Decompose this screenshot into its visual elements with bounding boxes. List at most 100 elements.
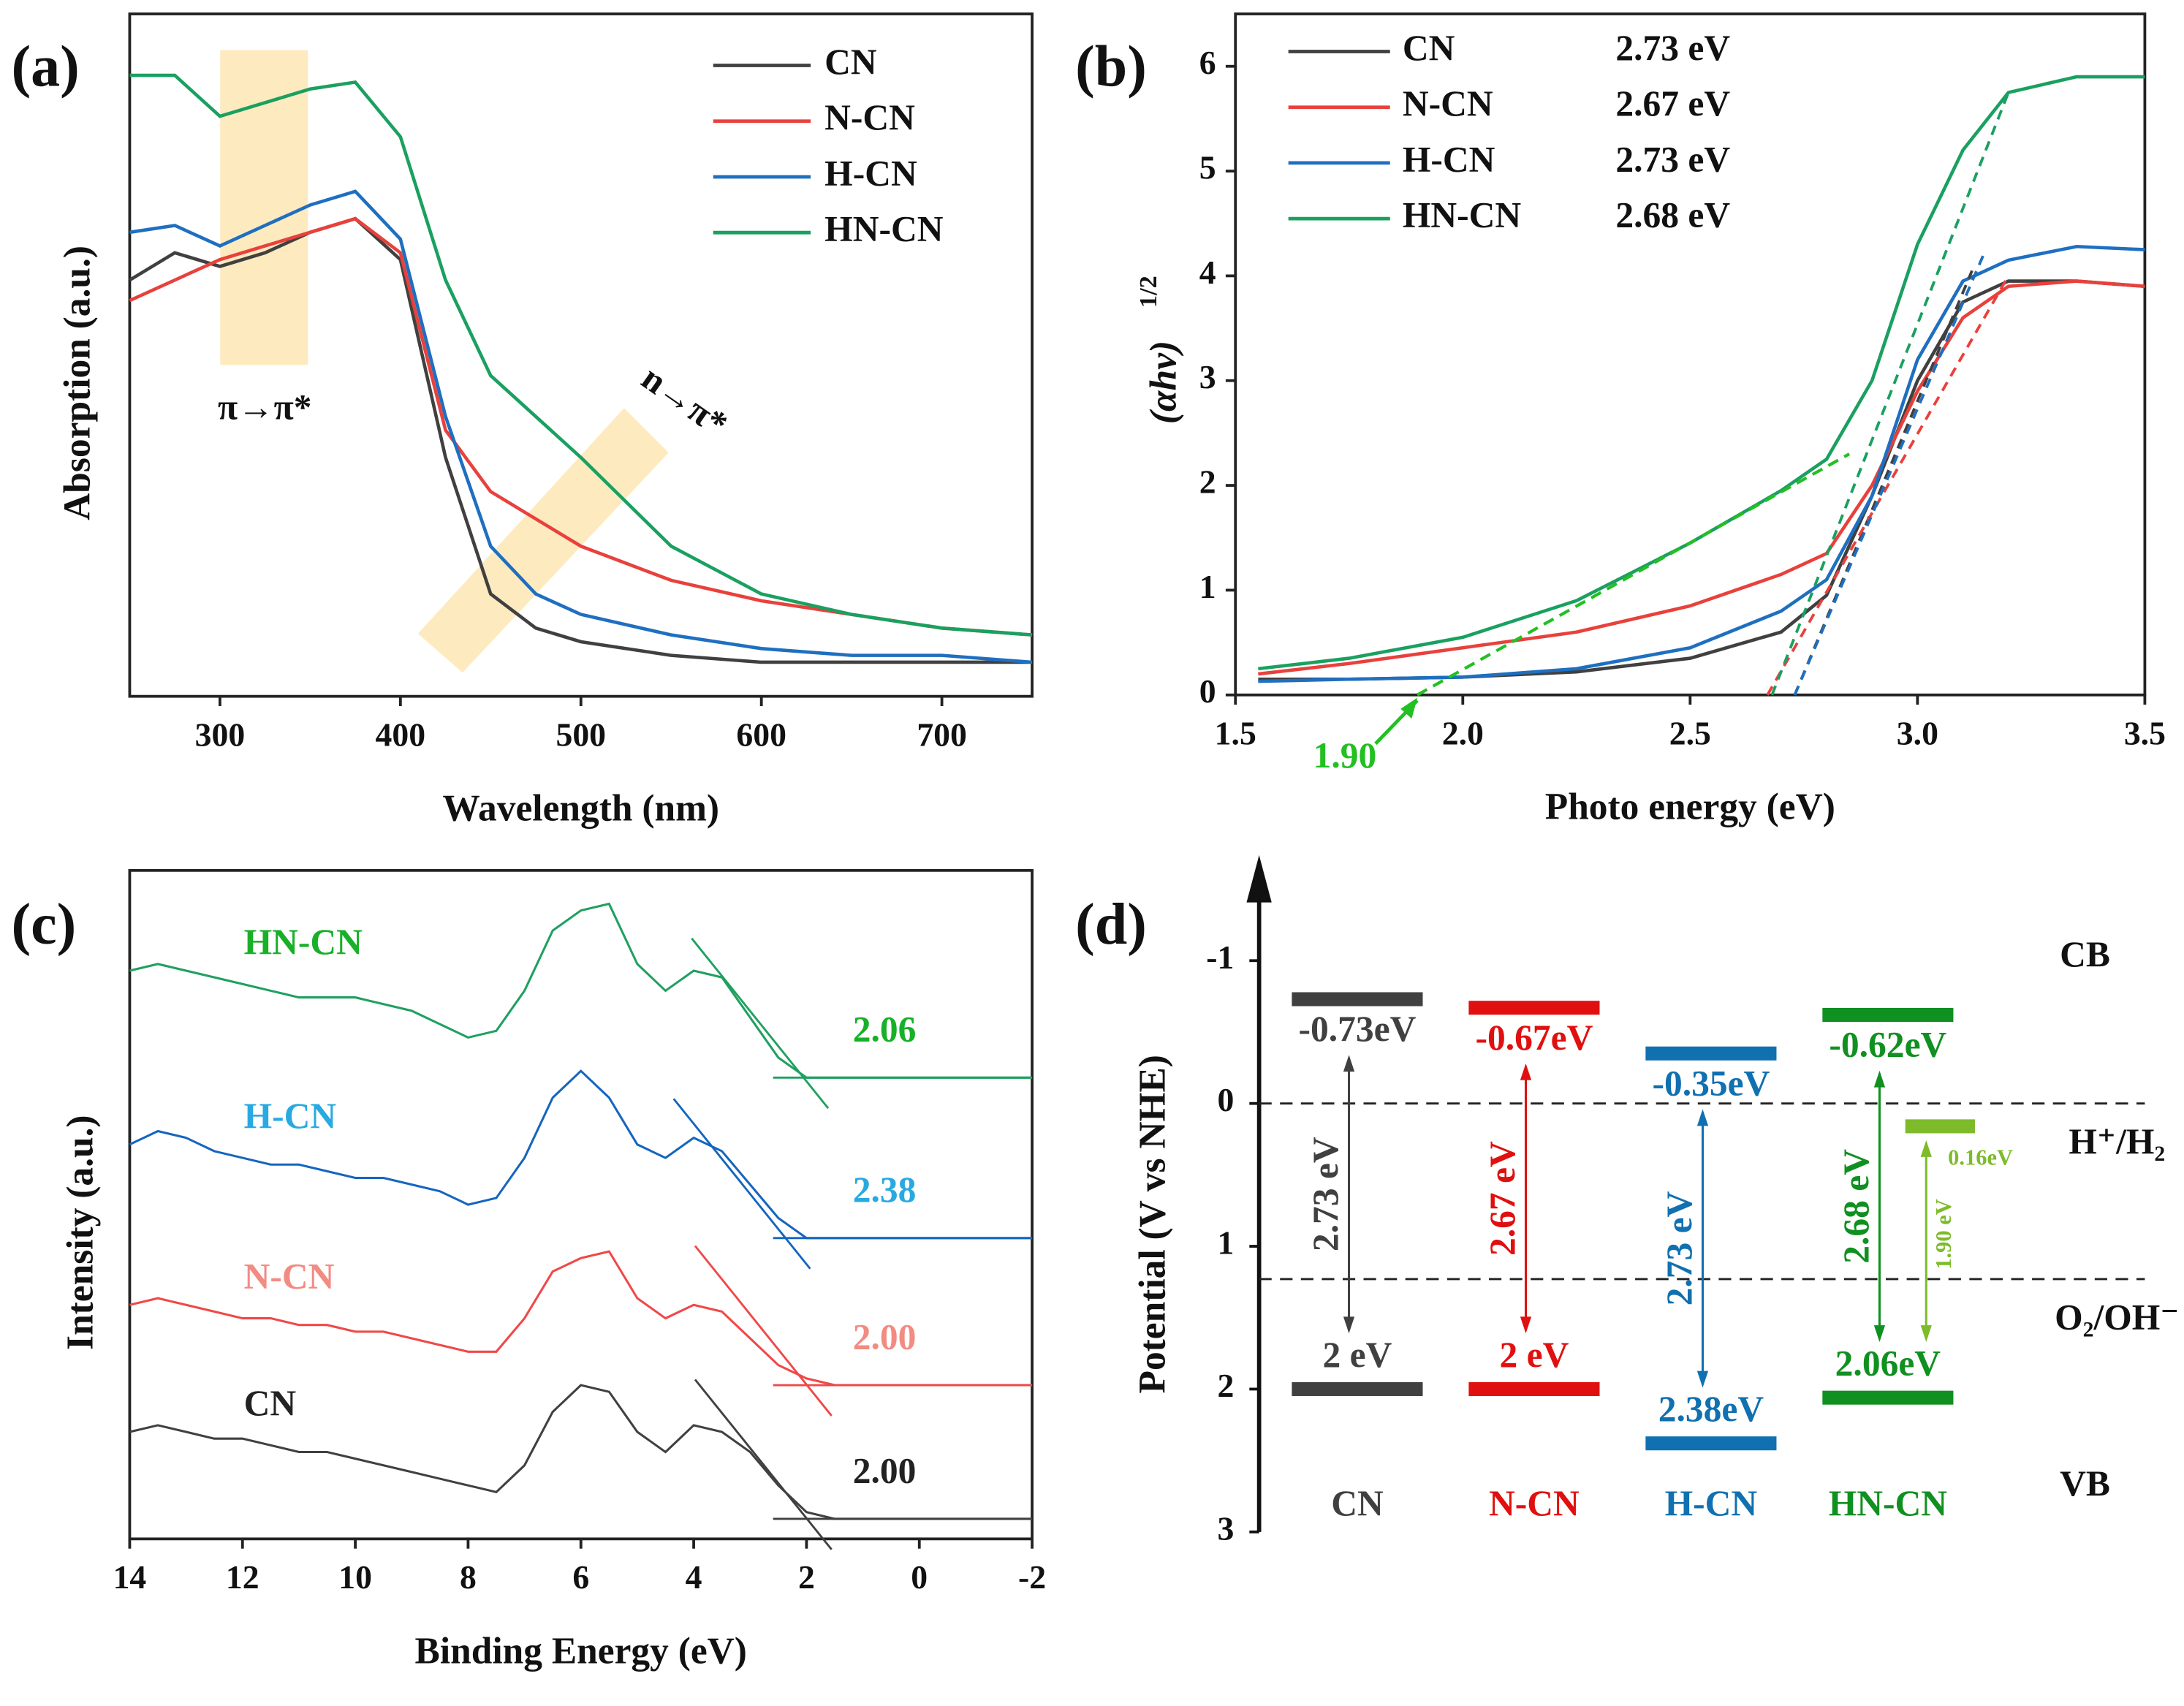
extra-gap-label: 1.90 eV — [1931, 1199, 1956, 1269]
y-tick-label: 3 — [1217, 1509, 1234, 1547]
legend-label: N-CN — [824, 97, 915, 137]
gap-arrowhead — [1873, 1070, 1886, 1088]
series-label: N-CN — [244, 1256, 335, 1296]
cb-level — [1468, 1001, 1600, 1015]
onset-label: 2.00 — [853, 1316, 917, 1357]
y-tick-label: 3 — [1199, 358, 1216, 395]
gap-label: 2.67 eV — [1482, 1141, 1523, 1256]
vb-label: 2 eV — [1323, 1335, 1392, 1375]
gap-arrowhead — [1696, 1109, 1709, 1126]
onset-label: 2.06 — [853, 1009, 917, 1050]
panel-label: (a) — [11, 34, 79, 99]
y-tick-label: 2 — [1217, 1367, 1234, 1404]
x-tick-label: 2.0 — [1442, 714, 1484, 751]
x-tick-label: 700 — [917, 716, 967, 753]
series-label: CN — [244, 1383, 297, 1423]
category-label: N-CN — [1489, 1483, 1580, 1523]
legend-label: CN — [1403, 28, 1455, 68]
x-tick-label: 400 — [376, 716, 426, 753]
x-tick-label: 8 — [460, 1558, 477, 1596]
legend-label: N-CN — [1403, 83, 1493, 124]
vb-label: 2.06eV — [1835, 1343, 1941, 1384]
gap-label: 2.73 eV — [1659, 1191, 1699, 1305]
y-tick-label: 4 — [1199, 254, 1216, 291]
tangent-line — [694, 1245, 833, 1417]
vb-level — [1645, 1436, 1777, 1451]
legend-gap-label: 2.73 eV — [1615, 139, 1730, 179]
tangent-line — [1766, 275, 2010, 696]
x-axis-title: Photo energy (eV) — [1545, 786, 1835, 828]
tangent-line — [694, 1379, 833, 1550]
gap-arrowhead — [1343, 1055, 1355, 1072]
series-line — [129, 189, 1033, 664]
cb-level — [1292, 992, 1423, 1006]
gap-arrowhead — [1920, 1140, 1932, 1157]
panel-label: (c) — [11, 892, 76, 957]
extra-label: 0.16eV — [1948, 1145, 2013, 1170]
cb-level — [1822, 1007, 1954, 1023]
onset-label: 2.00 — [853, 1450, 917, 1490]
y-axis-title: Absorption (a.u.) — [57, 246, 99, 520]
gap-arrowhead — [1920, 1325, 1932, 1342]
tangent-line — [1793, 249, 1987, 696]
y-tick-label: -1 — [1206, 939, 1234, 976]
gap-arrowhead — [1873, 1325, 1886, 1342]
annotation: π→π* — [218, 387, 312, 427]
y-axis-title-sup: 1/2 — [1134, 276, 1162, 308]
reference-label: O₂/OH⁻ — [2055, 1297, 2179, 1338]
x-tick-label: 10 — [338, 1558, 372, 1596]
extra-level — [1905, 1119, 1975, 1134]
y-axis-title: Potential (V vs NHE) — [1131, 1055, 1173, 1393]
band-label: VB — [2060, 1463, 2110, 1504]
legend-gap-label: 2.67 eV — [1615, 83, 1730, 124]
y-tick-label: 1 — [1199, 568, 1216, 605]
x-tick-label: 2.5 — [1669, 714, 1711, 751]
x-tick-label: 500 — [556, 716, 606, 753]
y-tick-label: 0 — [1217, 1081, 1234, 1118]
legend-gap-label: 2.73 eV — [1615, 28, 1730, 68]
legend-label: H-CN — [824, 153, 917, 193]
band-label: CB — [2060, 934, 2110, 974]
x-tick-label: 12 — [226, 1558, 259, 1596]
y-tick-label: 1 — [1217, 1224, 1234, 1262]
cb-label: -0.67eV — [1475, 1017, 1593, 1058]
gap-arrowhead — [1520, 1063, 1532, 1080]
series-line — [1258, 75, 2145, 671]
cb-label: -0.73eV — [1299, 1009, 1417, 1049]
annotation-arrowhead — [1400, 697, 1418, 719]
gap-label: 2.68 eV — [1836, 1149, 1876, 1264]
highlight-band — [220, 50, 308, 365]
tangent-line — [672, 1098, 811, 1270]
series-line — [1258, 244, 2145, 683]
x-tick-label: 300 — [195, 716, 246, 753]
vb-label: 2 eV — [1499, 1335, 1569, 1375]
legend-gap-label: 2.68 eV — [1615, 194, 1730, 235]
tangent-line — [691, 937, 830, 1110]
y-tick-label: 0 — [1199, 672, 1216, 710]
onset-label: 2.38 — [853, 1169, 917, 1210]
cb-level — [1645, 1046, 1777, 1061]
highlight-band — [417, 408, 669, 673]
vb-level — [1468, 1381, 1600, 1396]
x-tick-label: 2 — [798, 1558, 815, 1596]
x-axis-title: Binding Energy (eV) — [415, 1630, 747, 1672]
y-axis-arrow — [1246, 854, 1272, 903]
vb-level — [1822, 1390, 1954, 1405]
x-axis-title: Wavelength (nm) — [442, 788, 719, 830]
series-line — [129, 216, 1033, 637]
reference-label: H⁺/H₂ — [2069, 1121, 2165, 1161]
x-tick-label: 1.5 — [1215, 714, 1256, 751]
series-label: HN-CN — [244, 922, 363, 962]
x-tick-label: -2 — [1018, 1558, 1046, 1596]
y-axis-title: (αhν) — [1143, 341, 1185, 424]
category-label: H-CN — [1665, 1483, 1758, 1523]
y-tick-label: 6 — [1199, 44, 1216, 81]
legend-label: H-CN — [1403, 139, 1495, 179]
panel-label: (d) — [1075, 892, 1147, 957]
x-tick-label: 6 — [572, 1558, 589, 1596]
y-tick-label: 2 — [1199, 463, 1216, 501]
x-tick-label: 3.0 — [1897, 714, 1938, 751]
